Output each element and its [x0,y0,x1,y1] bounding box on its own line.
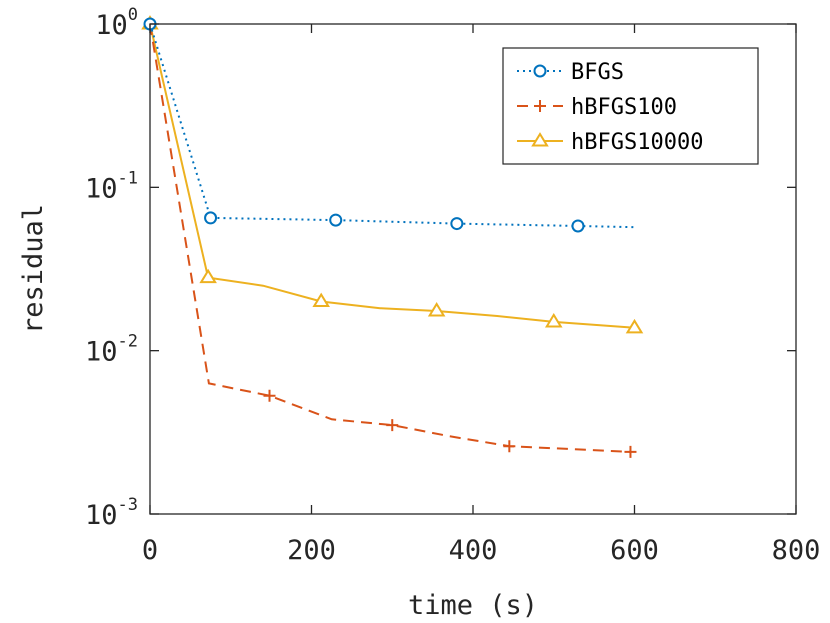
legend-marker [534,100,546,112]
legend: BFGS hBFGS100 hBFGS10000 [502,47,759,165]
x-tick-label: 200 [287,535,336,566]
legend-entry-bfgs: BFGS [517,60,624,85]
data-point-hbfgs10000 [625,318,644,334]
series-bfgs [143,17,635,233]
y-tick-label: 10-3 [85,495,138,531]
y-tick-label: 100 [95,5,138,41]
legend-label: BFGS [571,60,624,85]
legend-entry-hbfgs10000: hBFGS10000 [517,130,703,155]
data-point-hbfgs10000 [427,302,446,317]
data-point-hbfgs100 [263,389,276,402]
y-tick-label: 10-1 [85,168,138,204]
axes-layer: 0 200 400 600 800 100 10-1 10-2 10-3 [85,5,820,566]
data-point-bfgs [450,217,464,231]
x-tick-label: 400 [449,535,498,566]
data-point-hbfgs10000 [199,268,217,284]
legend-label: hBFGS100 [571,95,677,120]
data-point-hbfgs10000 [312,292,330,308]
series-line-hbfgs100 [149,23,631,453]
data-point-bfgs [204,211,218,225]
x-tick-label: 800 [772,535,821,566]
data-point-hbfgs100 [503,440,516,453]
x-tick-label: 0 [142,535,158,566]
legend-entry-hbfgs100: hBFGS100 [517,95,677,120]
series-line-hbfgs10000 [149,23,635,329]
x-axis-label: time (s) [408,590,538,621]
data-point-hbfgs100 [386,419,399,432]
data-point-hbfgs10000 [544,312,563,328]
y-axis-label: residual [18,204,49,334]
legend-label: hBFGS10000 [571,130,703,155]
y-tick-label: 10-2 [85,332,138,368]
series-line-bfgs [149,23,635,229]
legend-marker [531,132,549,147]
data-point-bfgs [571,219,585,233]
series-layer [141,15,644,458]
legend-marker [533,64,547,78]
data-point-bfgs [329,213,343,227]
data-point-hbfgs100 [624,445,637,458]
x-tick-label: 600 [610,535,659,566]
